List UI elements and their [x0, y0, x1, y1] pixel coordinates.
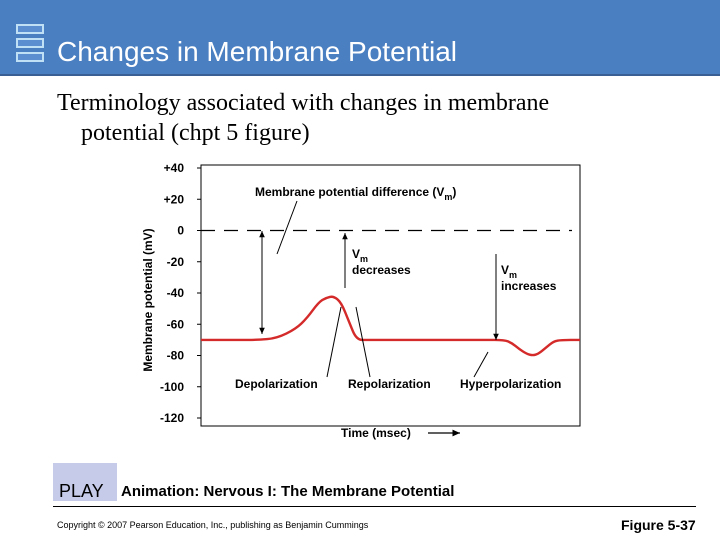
y-tick-label: +40 — [164, 161, 185, 175]
y-axis-ticks: +40 +20 0 -20 -40 -60 -80 -100 -120 — [160, 161, 201, 425]
y-tick-label: -80 — [167, 349, 185, 363]
subtitle-line-1: Terminology associated with changes in m… — [57, 90, 550, 116]
copyright-text: Copyright © 2007 Pearson Education, Inc.… — [57, 520, 369, 530]
vm-decreases-text: decreases — [352, 263, 411, 277]
vm-difference-pointer — [276, 200, 298, 255]
footer-rule — [53, 506, 696, 507]
title-bar: Changes in Membrane Potential — [0, 0, 720, 76]
play-button[interactable] — [53, 463, 117, 501]
hyperpolarization-label: Hyperpolarization — [460, 377, 561, 391]
depolarization-pointer — [326, 306, 342, 378]
vm-decreases-label: Vm — [352, 247, 368, 264]
repolarization-pointer — [355, 306, 371, 378]
slide-logo-icon — [8, 18, 48, 74]
y-tick-label: -120 — [160, 411, 184, 425]
subtitle: Terminology associated with changes in m… — [57, 88, 697, 148]
y-axis-label: Membrane potential (mV) — [141, 228, 155, 371]
y-tick-label: +20 — [164, 192, 185, 206]
y-tick-label: -40 — [167, 286, 185, 300]
y-tick-label: -60 — [167, 317, 185, 331]
membrane-potential-difference-label: Membrane potential difference (Vm) — [255, 185, 456, 202]
subtitle-line-2: potential (chpt 5 figure) — [81, 120, 310, 146]
depolarization-label: Depolarization — [235, 377, 318, 391]
vm-increases-label: Vm — [501, 263, 517, 280]
animation-link[interactable]: Animation: Nervous I: The Membrane Poten… — [121, 483, 455, 500]
y-tick-label: 0 — [177, 224, 184, 238]
membrane-potential-trace — [200, 295, 580, 357]
slide-title: Changes in Membrane Potential — [57, 36, 458, 67]
play-label[interactable]: PLAY — [59, 481, 104, 501]
y-tick-label: -20 — [167, 255, 185, 269]
plot-frame — [200, 164, 581, 427]
vm-increases-text: increases — [501, 279, 557, 293]
title-rule — [0, 74, 720, 76]
repolarization-label: Repolarization — [348, 377, 431, 391]
figure-number: Figure 5-37 — [621, 517, 696, 533]
hyperpolarization-pointer — [473, 351, 489, 378]
y-tick-label: -100 — [160, 380, 184, 394]
x-axis-label: Time (msec) — [341, 426, 411, 440]
